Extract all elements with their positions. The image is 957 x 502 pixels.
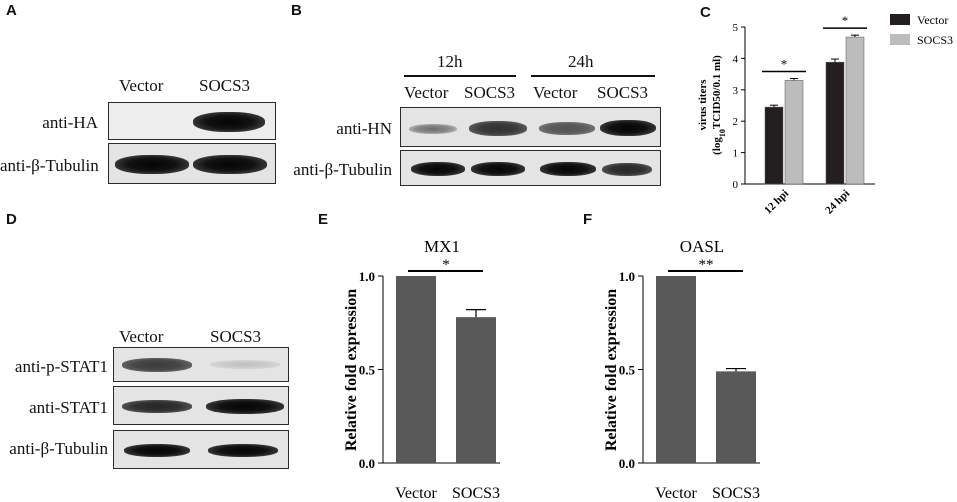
d-pstat1-band-vector [122,358,192,372]
panel-letter-a: A [6,2,17,19]
f-x-tick-label: SOCS3 [712,485,760,502]
c-y-tick-label: 3 [733,85,739,97]
b-col-socs3-1: SOCS3 [464,83,516,102]
f-sig-star: ** [699,257,714,273]
b-col-vector-1: Vector [404,83,449,102]
a-tub-band-vector [115,155,189,174]
c-y-tick-label: 2 [733,116,739,128]
c-legend-swatch-vector [890,14,910,25]
b-row-anti-tubulin: anti-β-Tubulin [293,160,392,179]
d-stat1-band-socs3 [206,399,284,414]
b-24h-bracket [531,75,655,77]
b-hn-band-1 [409,124,457,134]
b-blot-hn [400,107,661,147]
c-legend-swatch-socs3 [890,34,910,45]
b-col-vector-2: Vector [533,83,578,102]
f-y-tick-label: 0.5 [619,363,636,378]
f-y-tick-label: 1.0 [619,269,635,284]
c-x-tick-label: 12 hpi [762,188,791,217]
c-legend-label: Vector [917,13,948,27]
c-y-label-line1: virus titers [697,79,709,131]
b-hn-band-3 [539,122,595,135]
d-blot-tubulin [113,430,289,469]
e-x-tick-label: SOCS3 [452,485,500,502]
f-bar-vector [656,276,696,463]
d-row-anti-tubulin: anti-β-Tubulin [9,439,108,458]
d-col-vector: Vector [119,327,164,346]
f-y-tick-label: 0.0 [619,456,635,471]
b-hn-band-2 [469,121,527,136]
panel-letter-d: D [6,211,17,228]
c-sig-star: * [842,13,849,28]
chart-oasl: OASL Relative fold expression 0.0 0.5 1.0 Vec… [603,237,760,502]
e-bar-socs3 [456,317,496,463]
chart-mx1: MX1 Relative fold expression 0.0 0.5 1.0 Vect… [343,237,500,502]
a-blot-ha [108,102,276,140]
b-time-12h: 12h [437,52,463,71]
c-y-tick-label: 5 [733,22,739,34]
a-row-anti-ha: anti-HA [42,113,98,132]
chart-virus-titers: 0 1 2 3 4 5 virus titers(log10TCID50/0.1 ml) * 1… [697,13,953,217]
panel-letter-e: E [318,211,329,228]
d-blot-stat1 [113,386,289,425]
d-row-anti-pstat1: anti-p-STAT1 [14,357,108,376]
c-bar-vector-1 [825,61,845,185]
c-y-tick-label: 0 [733,179,739,191]
f-x-tick-label: Vector [655,485,697,502]
c-y-tick-label: 1 [733,148,739,160]
b-col-socs3-2: SOCS3 [597,83,649,102]
d-blot-pstat1 [113,347,289,382]
a-tub-band-socs3 [193,155,267,174]
a-col-vector: Vector [119,76,164,95]
b-12h-bracket [404,75,516,77]
e-y-label: Relative fold expression [343,289,360,451]
d-pstat1-band-socs3 [210,360,280,369]
f-bar-socs3 [716,371,756,463]
c-x-tick-label: 24 hpi [823,188,852,217]
panel-letter-b: B [291,2,302,19]
c-bar-socs3-1 [845,36,865,185]
b-hn-band-4 [600,120,656,136]
a-row-anti-tubulin: anti-β-Tubulin [0,156,99,175]
c-y-label-line2: (log10TCID50/0.1 ml) [711,55,727,155]
a-blot-tubulin [108,143,276,184]
e-sig-star: * [442,257,450,273]
e-y-tick-label: 0.5 [359,363,376,378]
b-tub-band-4 [602,163,652,176]
e-x-tick-label: Vector [395,485,437,502]
a-ha-band-socs3 [193,112,265,132]
c-bar-socs3-0 [784,80,804,185]
c-bar-vector-0 [764,106,784,185]
d-tub-band-socs3 [208,444,278,457]
c-legend-label: SOCS3 [917,33,953,47]
f-y-label: Relative fold expression [603,289,620,451]
c-y-tick-label: 4 [733,53,739,65]
f-title: OASL [680,237,724,256]
b-blot-tubulin [400,150,661,186]
b-tub-band-3 [540,162,596,176]
e-bar-vector [396,276,436,463]
d-col-socs3: SOCS3 [210,327,262,346]
e-title: MX1 [424,237,460,256]
d-row-anti-stat1: anti-STAT1 [29,398,108,417]
e-y-tick-label: 0.0 [359,456,375,471]
b-tub-band-1 [411,162,465,176]
b-tub-band-2 [471,162,525,176]
b-row-anti-hn: anti-HN [336,119,392,138]
panel-letter-f: F [583,211,593,228]
panel-letter-c: C [700,4,711,21]
c-sig-star: * [781,56,788,71]
b-time-24h: 24h [568,52,594,71]
e-y-tick-label: 1.0 [359,269,375,284]
d-stat1-band-vector [122,400,192,413]
d-tub-band-vector [124,444,190,457]
a-col-socs3: SOCS3 [199,76,251,95]
